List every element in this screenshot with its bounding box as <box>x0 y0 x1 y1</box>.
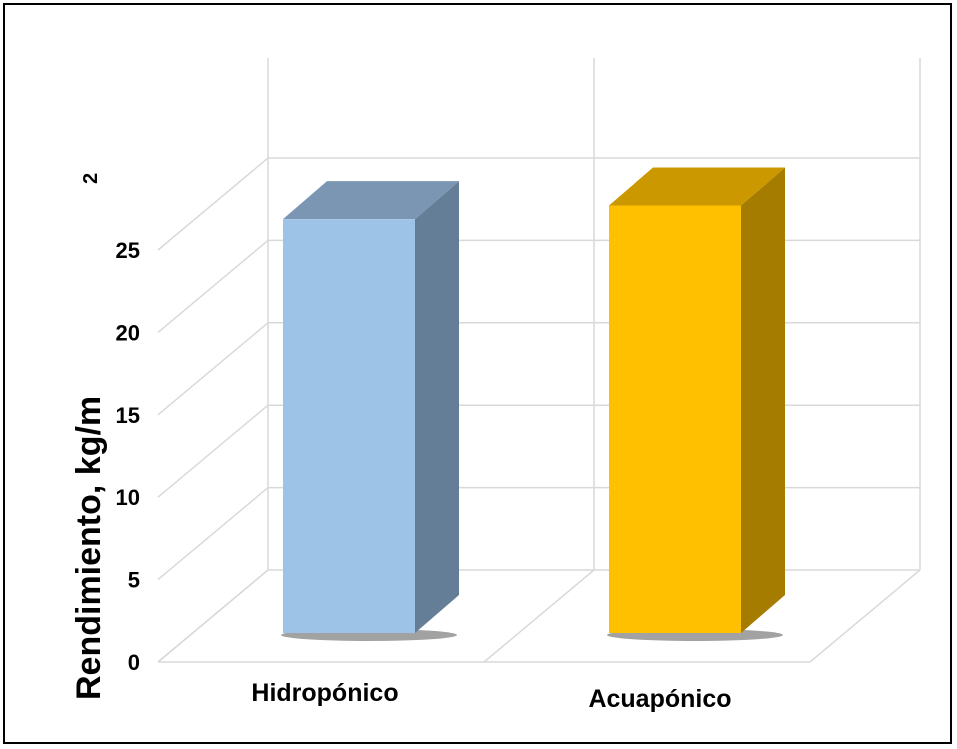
y-tick-label: 20 <box>116 320 140 345</box>
x-category-label: Hidropónico <box>251 679 398 707</box>
x-category-label: Acuapónico <box>588 685 731 713</box>
chart-grid <box>157 58 921 663</box>
bar-2 <box>607 167 785 641</box>
floor-depth-line <box>809 569 921 663</box>
bar-1 <box>281 181 459 641</box>
bar-front <box>283 219 415 633</box>
bar-top <box>609 167 785 206</box>
bars <box>281 167 785 641</box>
y-axis-title: Rendimiento, kg/m 2 <box>70 173 108 700</box>
gridline-side <box>157 322 269 416</box>
y-axis-ticks: 0 5 10 15 20 25 <box>116 238 140 675</box>
y-axis-label-superscript: 2 <box>80 173 102 184</box>
gridline-side <box>157 157 269 251</box>
gridline-side <box>157 239 269 333</box>
x-axis-categories: Hidropónico Acuapónico <box>251 679 731 713</box>
bar-side <box>741 167 785 633</box>
chart-frame <box>3 3 952 744</box>
floor-depth-line <box>157 569 269 663</box>
gridline-side <box>157 404 269 498</box>
floor-depth-line <box>483 569 595 663</box>
y-tick-label: 15 <box>116 403 140 428</box>
y-tick-label: 25 <box>116 238 140 263</box>
y-tick-label: 5 <box>128 568 140 593</box>
bar-side <box>415 181 459 633</box>
y-axis-label: Rendimiento, kg/m <box>70 396 108 700</box>
bar-front <box>609 205 741 633</box>
bar-top <box>283 181 459 220</box>
y-tick-label: 0 <box>128 650 140 675</box>
gridline-side <box>157 487 269 581</box>
y-tick-label: 10 <box>116 485 140 510</box>
